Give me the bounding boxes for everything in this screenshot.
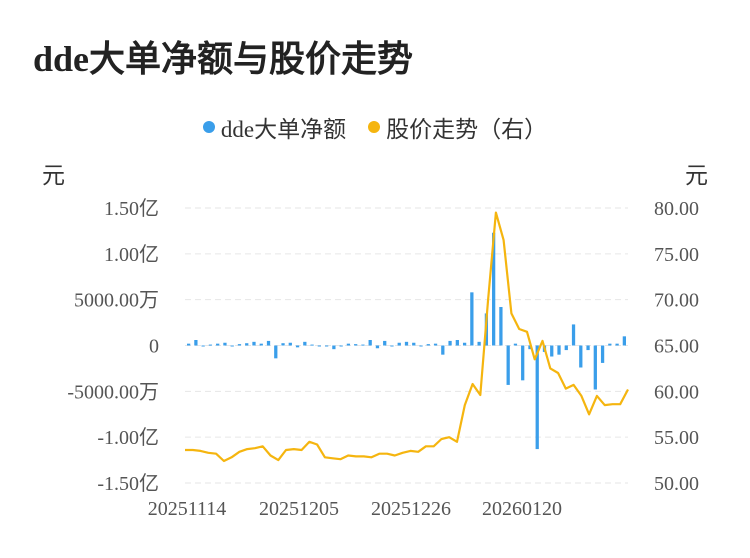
left-tick-label: -5000.00万 [67, 381, 159, 403]
left-tick-label: 1.50亿 [104, 197, 159, 220]
dde-bar [448, 340, 452, 346]
dde-bar [419, 345, 423, 347]
dde-bar [354, 344, 358, 346]
dde-bar [586, 345, 590, 351]
dde-bar [223, 342, 227, 346]
legend: dde大单净额 股价走势（右） [0, 110, 750, 144]
dde-bar [608, 343, 612, 346]
dde-bar [201, 345, 205, 347]
dde-bar [404, 341, 409, 346]
left-tick-label: 5000.00万 [74, 290, 159, 312]
right-tick-label: 50.00 [654, 473, 699, 495]
legend-marker-dde [202, 121, 215, 133]
dde-bar [600, 345, 605, 363]
dde-bar [528, 345, 532, 350]
dde-bar [441, 345, 445, 355]
dde-bar [426, 344, 430, 346]
dde-bar [194, 340, 198, 346]
dde-bar [259, 343, 263, 346]
dde-bar [622, 336, 627, 346]
right-axis-unit: 元 [685, 163, 708, 188]
dde-bar [216, 343, 220, 346]
right-tick-label: 60.00 [654, 381, 699, 403]
dde-bar [499, 307, 503, 346]
dde-bar [230, 345, 234, 347]
dde-bar [564, 345, 568, 351]
chart-title: dde大单净额与股价走势 [33, 39, 414, 79]
legend-item-dde[interactable]: dde大单净额 [202, 110, 347, 144]
dde-bar [361, 344, 365, 346]
dde-bar [557, 345, 561, 355]
dde-bar [375, 345, 380, 349]
dde-bar [339, 345, 343, 347]
legend-label-price: 股价走势（右） [386, 117, 548, 142]
dde-bar [252, 341, 256, 346]
right-tick-label: 55.00 [654, 427, 699, 449]
dde-bar [346, 343, 351, 346]
dde-bar [412, 342, 416, 346]
dde-bar [281, 343, 285, 346]
left-tick-label: -1.00亿 [97, 426, 159, 449]
x-tick-label: 20251226 [371, 498, 451, 520]
dde-bar [521, 345, 525, 381]
left-tick-label: -1.50亿 [97, 472, 159, 495]
left-tick-label: 1.00亿 [104, 243, 159, 266]
left-tick-label: 0 [149, 336, 159, 358]
dde-bar [208, 344, 213, 346]
dde-bar [390, 345, 394, 347]
right-tick-label: 65.00 [654, 336, 699, 358]
dde-bar [317, 345, 321, 347]
legend-item-price[interactable]: 股价走势（右） [368, 110, 547, 144]
dde-bar [462, 342, 467, 346]
right-tick-label: 75.00 [654, 244, 699, 266]
dde-bar [368, 340, 372, 346]
dde-bar [433, 343, 438, 346]
price-line [185, 211, 629, 463]
dde-bar [245, 343, 249, 346]
dde-bar [186, 343, 191, 346]
dde-bar [550, 345, 554, 357]
dde-bar [455, 340, 459, 346]
dde-bar [470, 292, 474, 346]
x-tick-label: 20251114 [148, 498, 227, 520]
x-tick-label: 20260120 [482, 498, 562, 520]
dde-bar [288, 342, 292, 346]
x-tick-label: 20251205 [259, 498, 339, 520]
dde-bar [571, 324, 576, 346]
dde-bar [324, 345, 329, 347]
dde-bar [513, 343, 518, 346]
dde-bar [579, 345, 583, 368]
right-tick-label: 70.00 [654, 290, 699, 312]
legend-marker-price [368, 121, 381, 133]
dde-bar [274, 345, 278, 359]
dde-bar [535, 345, 539, 450]
dde-bar [310, 344, 314, 346]
dde-bar [506, 345, 510, 385]
dde-bar [303, 341, 307, 346]
dde-bar [492, 232, 496, 346]
dde-bar [295, 345, 300, 348]
dde-bar [615, 343, 619, 346]
legend-label-dde: dde大单净额 [220, 117, 347, 142]
dde-bar [477, 341, 481, 346]
right-tick-label: 80.00 [654, 198, 699, 220]
dde-bar [237, 344, 242, 346]
dde-bar [383, 340, 387, 346]
dde-bar [266, 340, 271, 346]
dde-bar [397, 342, 401, 346]
dde-bar [593, 345, 597, 390]
left-axis-unit: 元 [42, 163, 65, 188]
dde-bar [332, 345, 336, 350]
